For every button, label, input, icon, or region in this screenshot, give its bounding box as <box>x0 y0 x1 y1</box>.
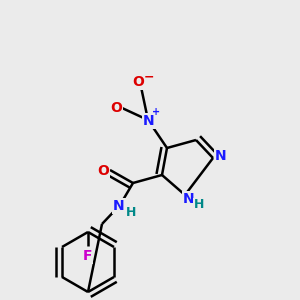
Text: O: O <box>132 75 144 89</box>
Text: N: N <box>183 192 195 206</box>
Text: H: H <box>126 206 136 220</box>
Text: +: + <box>152 107 160 117</box>
Text: N: N <box>113 199 125 213</box>
Text: O: O <box>97 164 109 178</box>
Text: N: N <box>143 114 155 128</box>
Text: O: O <box>110 101 122 115</box>
Text: −: − <box>144 70 154 83</box>
Text: N: N <box>215 149 227 163</box>
Text: H: H <box>194 199 204 212</box>
Text: F: F <box>83 249 93 263</box>
